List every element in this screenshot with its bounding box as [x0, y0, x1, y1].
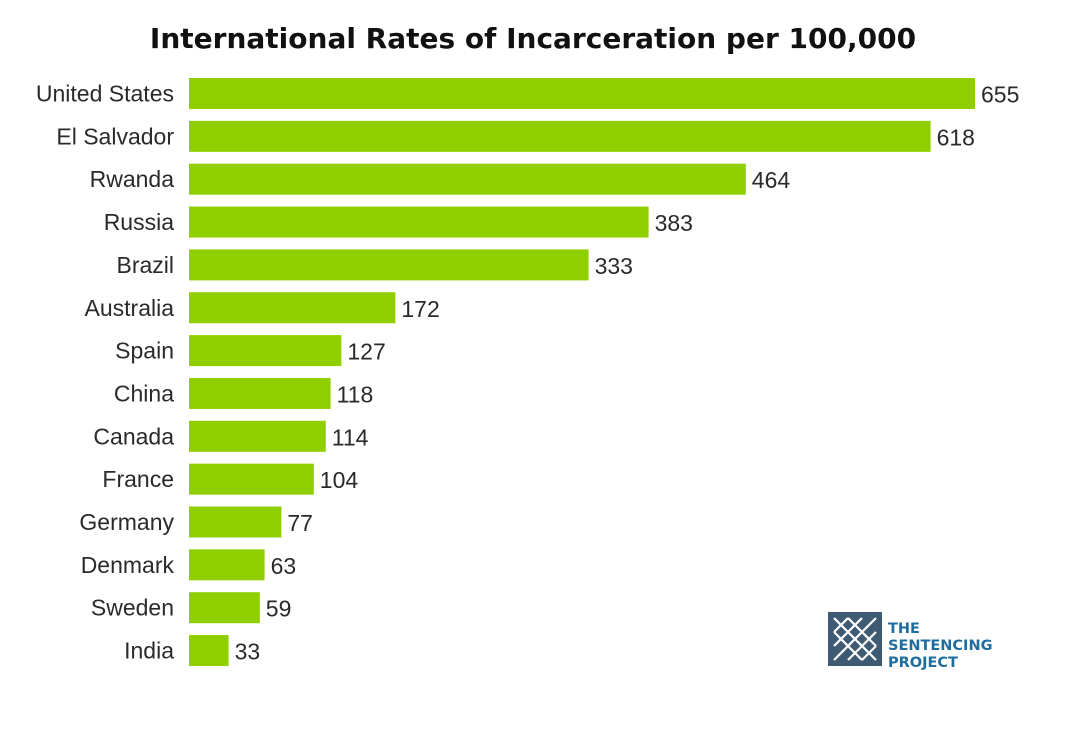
- category-label: Germany: [79, 509, 174, 535]
- bar-sweden: [189, 592, 260, 624]
- category-label: China: [114, 380, 174, 406]
- value-label: 118: [337, 381, 374, 407]
- value-label: 77: [287, 510, 313, 536]
- bar-brazil: [189, 249, 589, 281]
- bar-china: [189, 377, 331, 409]
- bar-germany: [189, 506, 282, 538]
- value-label: 104: [320, 467, 359, 493]
- value-label: 618: [937, 124, 975, 150]
- category-label: Russia: [104, 209, 175, 235]
- value-label: 333: [595, 253, 633, 279]
- category-label: Australia: [85, 295, 175, 321]
- bar-russia: [189, 206, 649, 238]
- category-label: Sweden: [91, 595, 174, 621]
- category-label: Denmark: [81, 552, 175, 578]
- value-label: 383: [655, 210, 693, 236]
- value-label: 464: [752, 167, 791, 193]
- bar-india: [189, 635, 229, 667]
- bar-spain: [189, 335, 342, 367]
- logo-line-2: SENTENCING: [888, 638, 993, 654]
- value-label: 172: [401, 296, 439, 322]
- bar-australia: [189, 292, 396, 324]
- bars-group: United States 655 El Salvador 618 Rwanda 464 R…: [36, 78, 1019, 667]
- bar-canada: [189, 420, 326, 452]
- category-label: India: [124, 638, 174, 664]
- category-label: Rwanda: [90, 166, 175, 192]
- category-label: France: [102, 466, 174, 492]
- bar-united-states: [189, 78, 975, 109]
- category-label: Spain: [115, 338, 174, 364]
- value-label: 63: [271, 553, 297, 579]
- bar-rwanda: [189, 163, 746, 195]
- bar-denmark: [189, 549, 265, 581]
- category-label: Canada: [93, 423, 174, 449]
- value-label: 59: [266, 596, 292, 622]
- value-label: 33: [235, 639, 261, 665]
- category-label: Brazil: [116, 252, 174, 278]
- sentencing-project-logo-icon: [828, 612, 882, 666]
- category-label: El Salvador: [56, 123, 174, 149]
- logo-line-3: PROJECT: [888, 655, 958, 671]
- value-label: 114: [332, 424, 369, 450]
- category-label: United States: [36, 81, 174, 107]
- value-label: 127: [347, 339, 385, 365]
- sentencing-project-logo: THE SENTENCING PROJECT: [828, 612, 993, 671]
- chart-title: International Rates of Incarceration per…: [150, 22, 916, 55]
- bar-france: [189, 463, 314, 495]
- value-label: 655: [981, 82, 1019, 108]
- bar-el-salvador: [189, 120, 931, 152]
- logo-line-1: THE: [888, 621, 920, 637]
